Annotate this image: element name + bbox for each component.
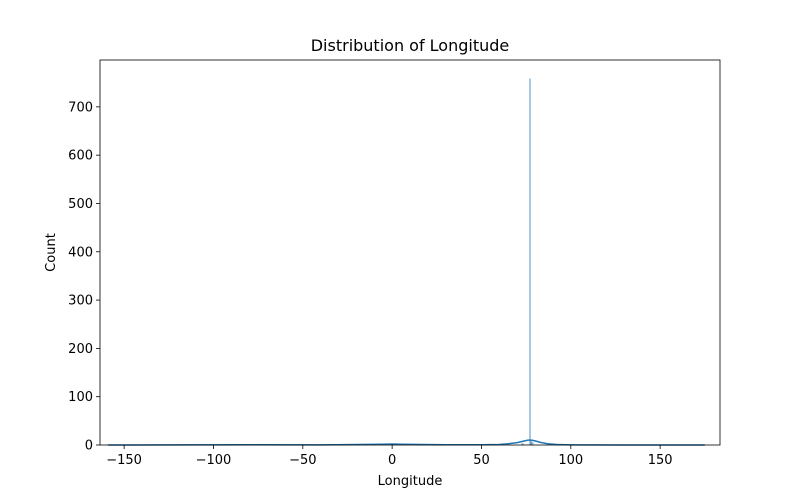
kde-curve bbox=[108, 439, 705, 446]
kde-layer bbox=[108, 439, 705, 446]
x-tick-label: 50 bbox=[473, 453, 490, 468]
y-tick-label: 100 bbox=[68, 390, 93, 405]
x-tick-label: −150 bbox=[106, 453, 142, 468]
x-tick-label: 0 bbox=[388, 453, 396, 468]
y-axis-label: Count bbox=[44, 233, 59, 272]
x-tick-label: 100 bbox=[558, 453, 583, 468]
y-tick-label: 0 bbox=[85, 439, 93, 454]
plot-frame bbox=[99, 59, 721, 446]
x-axis-label: Longitude bbox=[378, 474, 443, 489]
x-tick-label: 150 bbox=[648, 453, 673, 468]
x-tick-label: −100 bbox=[196, 453, 232, 468]
y-tick-label: 700 bbox=[68, 100, 93, 115]
chart-title: Distribution of Longitude bbox=[311, 36, 510, 55]
y-tick-label: 200 bbox=[68, 342, 93, 357]
x-tick-label: −50 bbox=[289, 453, 316, 468]
y-axis-ticks: 0 100 200 300 400 500 600 700 bbox=[68, 100, 100, 454]
histogram-bar-0 bbox=[529, 78, 531, 446]
y-tick-label: 500 bbox=[68, 197, 93, 212]
y-tick-label: 400 bbox=[68, 245, 93, 260]
x-axis-ticks: −150 −100 −50 0 50 100 150 bbox=[106, 445, 673, 468]
y-tick-label: 300 bbox=[68, 294, 93, 309]
y-tick-label: 600 bbox=[68, 149, 93, 164]
histogram-bars bbox=[390, 78, 534, 446]
